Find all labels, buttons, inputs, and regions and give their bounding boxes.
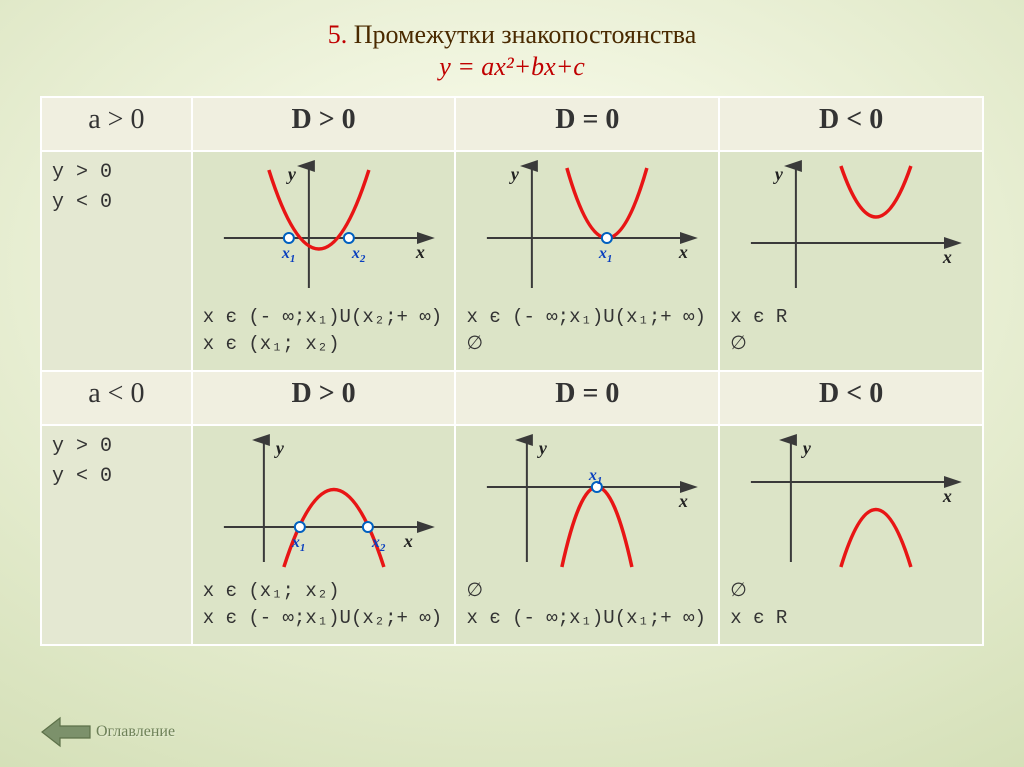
svg-text:x: x: [678, 491, 688, 511]
cell-apos-dzero: x1 y x x є (- ∞;x₁)U(x₁;+ ∞) ∅: [455, 151, 719, 371]
cell-apos-dpos: x1 x2 y x x є (- ∞;x₁)U(x₂;+ ∞) x є (x₁;…: [192, 151, 456, 371]
svg-text:y: y: [801, 438, 812, 458]
slide-title: 5. Промежутки знакопостоянства y = ax²+b…: [40, 20, 984, 82]
slide-root: 5. Промежутки знакопостоянства y = ax²+b…: [0, 0, 1024, 767]
header-d-zero-1: D = 0: [455, 97, 719, 151]
svg-text:x1: x1: [598, 245, 613, 265]
title-formula: y = ax²+bx+c: [40, 52, 984, 82]
toc-label: Оглавление: [96, 723, 175, 741]
graph-aneg-dpos: x1 x2 y x: [203, 432, 445, 572]
svg-text:y: y: [274, 438, 285, 458]
svg-text:x: x: [942, 486, 952, 506]
title-text: Промежутки знакопостоянства: [354, 20, 697, 49]
side-y-row1: y > 0 y < 0: [41, 151, 192, 371]
cell-apos-dneg: y x x є R ∅: [719, 151, 983, 371]
cell-aneg-dpos: x1 x2 y x x є (x₁; x₂) x є (- ∞;x₁)U(x₂;…: [192, 425, 456, 645]
svg-text:y: y: [537, 438, 548, 458]
header-d-positive-2: D > 0: [192, 371, 456, 425]
arrow-left-icon: [40, 715, 92, 749]
svg-text:x: x: [415, 242, 425, 262]
formula-r2c2: ∅ x є (- ∞;x₁)U(x₁;+ ∞): [466, 578, 708, 631]
svg-text:x: x: [942, 247, 952, 267]
svg-text:y: y: [509, 164, 520, 184]
svg-text:x: x: [403, 531, 413, 551]
cases-table: a > 0 D > 0 D = 0 D < 0 y > 0 y < 0: [40, 96, 984, 646]
formula-r1c1: x є (- ∞;x₁)U(x₂;+ ∞) x є (x₁; x₂): [203, 304, 445, 357]
formula-r1c2: x є (- ∞;x₁)U(x₁;+ ∞) ∅: [466, 304, 708, 357]
header-d-zero-2: D = 0: [455, 371, 719, 425]
side-y-row2: y > 0 y < 0: [41, 425, 192, 645]
svg-text:x: x: [678, 242, 688, 262]
cell-aneg-dzero: x1 y x ∅ x є (- ∞;x₁)U(x₁;+ ∞): [455, 425, 719, 645]
formula-r2c3: ∅ x є R: [730, 578, 972, 631]
svg-text:x1: x1: [291, 534, 306, 554]
formula-r1c3: x є R ∅: [730, 304, 972, 357]
header-d-negative-2: D < 0: [719, 371, 983, 425]
header-a-positive: a > 0: [41, 97, 192, 151]
graph-apos-dzero: x1 y x: [466, 158, 708, 298]
header-d-negative-1: D < 0: [719, 97, 983, 151]
toc-button[interactable]: Оглавление: [40, 715, 175, 749]
cell-aneg-dneg: y x ∅ x є R: [719, 425, 983, 645]
formula-r2c1: x є (x₁; x₂) x є (- ∞;x₁)U(x₂;+ ∞): [203, 578, 445, 631]
svg-text:y: y: [773, 164, 784, 184]
header-a-negative: a < 0: [41, 371, 192, 425]
graph-apos-dneg: y x: [730, 158, 972, 298]
graph-apos-dpos: x1 x2 y x: [203, 158, 445, 298]
graph-aneg-dzero: x1 y x: [466, 432, 708, 572]
svg-text:x1: x1: [281, 245, 296, 265]
svg-text:x2: x2: [351, 245, 366, 265]
title-number: 5.: [328, 20, 348, 49]
svg-text:y: y: [286, 164, 297, 184]
graph-aneg-dneg: y x: [730, 432, 972, 572]
header-d-positive-1: D > 0: [192, 97, 456, 151]
